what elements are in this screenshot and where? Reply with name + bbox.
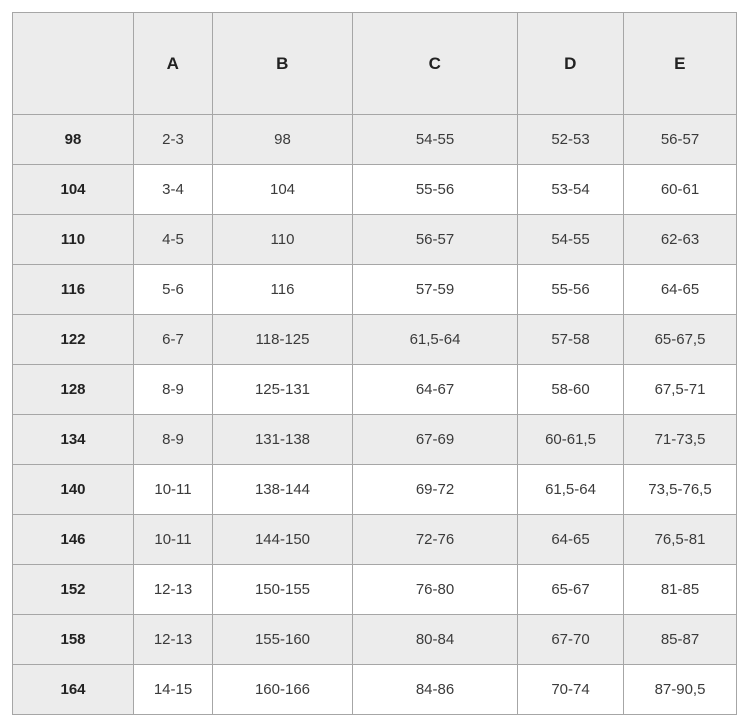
table-cell: 85-87 [623, 614, 737, 665]
table-cell: 60-61 [623, 164, 737, 215]
table-cell: 131-138 [212, 414, 353, 465]
table-cell: 8-9 [133, 414, 213, 465]
row-header: 116 [12, 264, 134, 315]
table-cell: 70-74 [517, 664, 624, 715]
table-cell: 3-4 [133, 164, 213, 215]
table-cell: 64-65 [517, 514, 624, 565]
table-row: 104 3-4 104 55-56 53-54 60-61 [12, 164, 737, 215]
table-cell: 2-3 [133, 114, 213, 165]
table-cell: 53-54 [517, 164, 624, 215]
row-header: 158 [12, 614, 134, 665]
table-cell: 61,5-64 [517, 464, 624, 515]
table-cell: 56-57 [623, 114, 737, 165]
table-cell: 54-55 [517, 214, 624, 265]
table-cell: 150-155 [212, 564, 353, 615]
table-cell: 65-67 [517, 564, 624, 615]
table-row: 158 12-13 155-160 80-84 67-70 85-87 [12, 614, 737, 665]
row-header: 134 [12, 414, 134, 465]
table-row: 110 4-5 110 56-57 54-55 62-63 [12, 214, 737, 265]
table-cell: 73,5-76,5 [623, 464, 737, 515]
row-header: 152 [12, 564, 134, 615]
table-cell: 64-67 [352, 364, 518, 415]
table-cell: 104 [212, 164, 353, 215]
table-cell: 76,5-81 [623, 514, 737, 565]
column-header-c: C [352, 12, 518, 115]
table-cell: 71-73,5 [623, 414, 737, 465]
table-cell: 5-6 [133, 264, 213, 315]
table-cell: 84-86 [352, 664, 518, 715]
table-cell: 67-69 [352, 414, 518, 465]
table-cell: 125-131 [212, 364, 353, 415]
table-cell: 57-58 [517, 314, 624, 365]
table-cell: 98 [212, 114, 353, 165]
table-body: 98 2-3 98 54-55 52-53 56-57 104 3-4 104 … [12, 114, 737, 715]
corner-header-cell [12, 12, 134, 115]
column-header-d: D [517, 12, 624, 115]
table-cell: 76-80 [352, 564, 518, 615]
table-row: 122 6-7 118-125 61,5-64 57-58 65-67,5 [12, 314, 737, 365]
table-cell: 60-61,5 [517, 414, 624, 465]
table-cell: 52-53 [517, 114, 624, 165]
table-cell: 6-7 [133, 314, 213, 365]
table-cell: 69-72 [352, 464, 518, 515]
table-header: A B C D E [12, 12, 737, 115]
table-cell: 64-65 [623, 264, 737, 315]
row-header: 164 [12, 664, 134, 715]
table-cell: 116 [212, 264, 353, 315]
table-cell: 57-59 [352, 264, 518, 315]
size-chart-table: A B C D E 98 2-3 98 54-55 52-53 56-57 10… [12, 12, 737, 715]
table-row: 146 10-11 144-150 72-76 64-65 76,5-81 [12, 514, 737, 565]
table-cell: 118-125 [212, 314, 353, 365]
table-row: 134 8-9 131-138 67-69 60-61,5 71-73,5 [12, 414, 737, 465]
table-cell: 56-57 [352, 214, 518, 265]
row-header: 122 [12, 314, 134, 365]
table-row: 164 14-15 160-166 84-86 70-74 87-90,5 [12, 664, 737, 715]
table-row: 128 8-9 125-131 64-67 58-60 67,5-71 [12, 364, 737, 415]
table-row: 98 2-3 98 54-55 52-53 56-57 [12, 114, 737, 165]
table-cell: 72-76 [352, 514, 518, 565]
column-header-e: E [623, 12, 737, 115]
table-row: 140 10-11 138-144 69-72 61,5-64 73,5-76,… [12, 464, 737, 515]
table-cell: 144-150 [212, 514, 353, 565]
table-cell: 67-70 [517, 614, 624, 665]
table-row: 152 12-13 150-155 76-80 65-67 81-85 [12, 564, 737, 615]
table-cell: 10-11 [133, 464, 213, 515]
table-cell: 65-67,5 [623, 314, 737, 365]
table-cell: 58-60 [517, 364, 624, 415]
table-cell: 4-5 [133, 214, 213, 265]
row-header: 110 [12, 214, 134, 265]
header-row: A B C D E [12, 12, 737, 115]
table-cell: 12-13 [133, 614, 213, 665]
row-header: 146 [12, 514, 134, 565]
table-cell: 67,5-71 [623, 364, 737, 415]
table-cell: 55-56 [352, 164, 518, 215]
row-header: 98 [12, 114, 134, 165]
row-header: 104 [12, 164, 134, 215]
table-cell: 155-160 [212, 614, 353, 665]
table-cell: 54-55 [352, 114, 518, 165]
table-cell: 8-9 [133, 364, 213, 415]
table-row: 116 5-6 116 57-59 55-56 64-65 [12, 264, 737, 315]
table-cell: 10-11 [133, 514, 213, 565]
table-cell: 14-15 [133, 664, 213, 715]
column-header-a: A [133, 12, 213, 115]
table-cell: 12-13 [133, 564, 213, 615]
row-header: 128 [12, 364, 134, 415]
table-cell: 110 [212, 214, 353, 265]
column-header-b: B [212, 12, 353, 115]
table-cell: 160-166 [212, 664, 353, 715]
table-cell: 61,5-64 [352, 314, 518, 365]
table-cell: 138-144 [212, 464, 353, 515]
table-cell: 87-90,5 [623, 664, 737, 715]
table-cell: 81-85 [623, 564, 737, 615]
row-header: 140 [12, 464, 134, 515]
table-cell: 55-56 [517, 264, 624, 315]
table-cell: 62-63 [623, 214, 737, 265]
table-cell: 80-84 [352, 614, 518, 665]
